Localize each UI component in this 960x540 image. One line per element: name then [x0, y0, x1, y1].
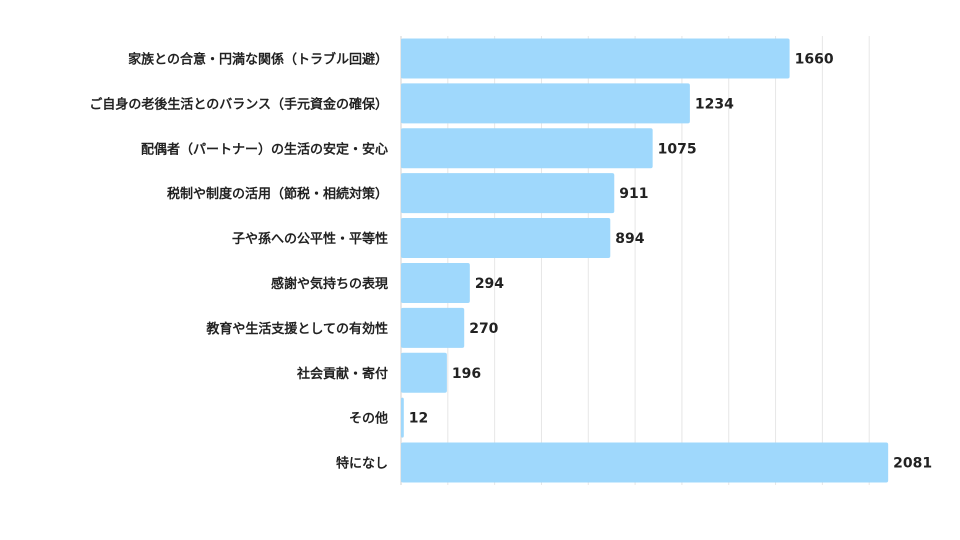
value-label: 1234	[695, 96, 734, 112]
bar	[401, 218, 611, 259]
bars	[401, 38, 889, 483]
value-labels: 1660 1234 1075 911 894 294 270 196 12 2081	[409, 51, 932, 471]
category-label: 子や孫への公平性・平等性	[232, 231, 388, 247]
category-label: 家族との合意・円満な関係（トラブル回避）	[128, 51, 388, 67]
bar	[401, 352, 447, 393]
value-label: 1075	[658, 141, 697, 157]
bar	[401, 38, 790, 79]
category-label: その他	[349, 411, 388, 427]
value-label: 2081	[893, 456, 932, 472]
bar	[401, 83, 690, 124]
bar	[401, 307, 465, 348]
category-label: 配偶者（パートナー）の生活の安定・安心	[141, 141, 388, 157]
category-label: 教育や生活支援としての有効性	[205, 321, 388, 337]
bar	[401, 262, 470, 303]
bar	[401, 397, 404, 438]
category-label: 感謝や気持ちの表現	[271, 276, 388, 292]
category-label: ご自身の老後生活とのバランス（手元資金の確保）	[89, 96, 388, 112]
category-label: 特になし	[336, 456, 388, 472]
value-label: 12	[409, 411, 428, 427]
value-label: 294	[475, 276, 504, 292]
category-label: 社会貢献・寄付	[296, 366, 388, 382]
bar	[401, 442, 889, 483]
category-labels: 家族との合意・円満な関係（トラブル回避） ご自身の老後生活とのバランス（手元資金の…	[89, 51, 388, 471]
bar	[401, 173, 615, 214]
value-label: 894	[615, 231, 644, 247]
value-label: 911	[619, 186, 648, 202]
bar	[401, 128, 653, 169]
value-label: 1660	[795, 51, 834, 67]
value-label: 270	[469, 321, 498, 337]
value-label: 196	[452, 366, 481, 382]
category-label: 税制や制度の活用（節税・相続対策）	[167, 186, 388, 202]
